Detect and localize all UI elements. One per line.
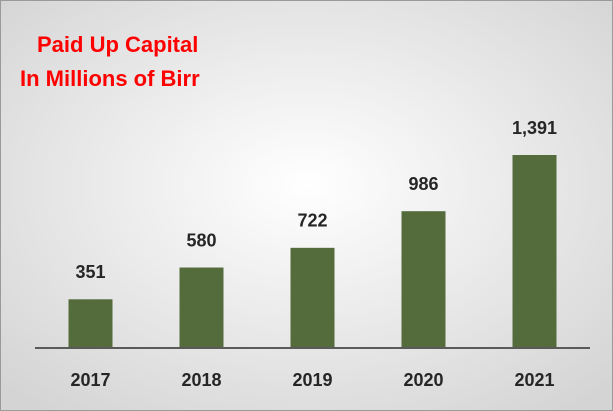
chart-title: Paid Up Capital — [37, 32, 198, 57]
x-tick-label: 2021 — [514, 370, 554, 390]
x-tick-label: 2020 — [403, 370, 443, 390]
data-label: 580 — [186, 230, 216, 250]
bar — [290, 247, 335, 348]
bar — [68, 299, 113, 348]
bar — [179, 267, 224, 348]
chart-subtitle: In Millions of Birr — [20, 66, 200, 91]
data-label: 351 — [75, 262, 105, 282]
x-tick-label: 2017 — [70, 370, 110, 390]
data-label: 986 — [408, 174, 438, 194]
x-tick-label: 2019 — [292, 370, 332, 390]
bar — [401, 211, 446, 348]
x-tick-label: 2018 — [181, 370, 221, 390]
bar — [512, 155, 557, 348]
data-label: 1,391 — [512, 118, 557, 138]
data-label: 722 — [297, 211, 327, 231]
